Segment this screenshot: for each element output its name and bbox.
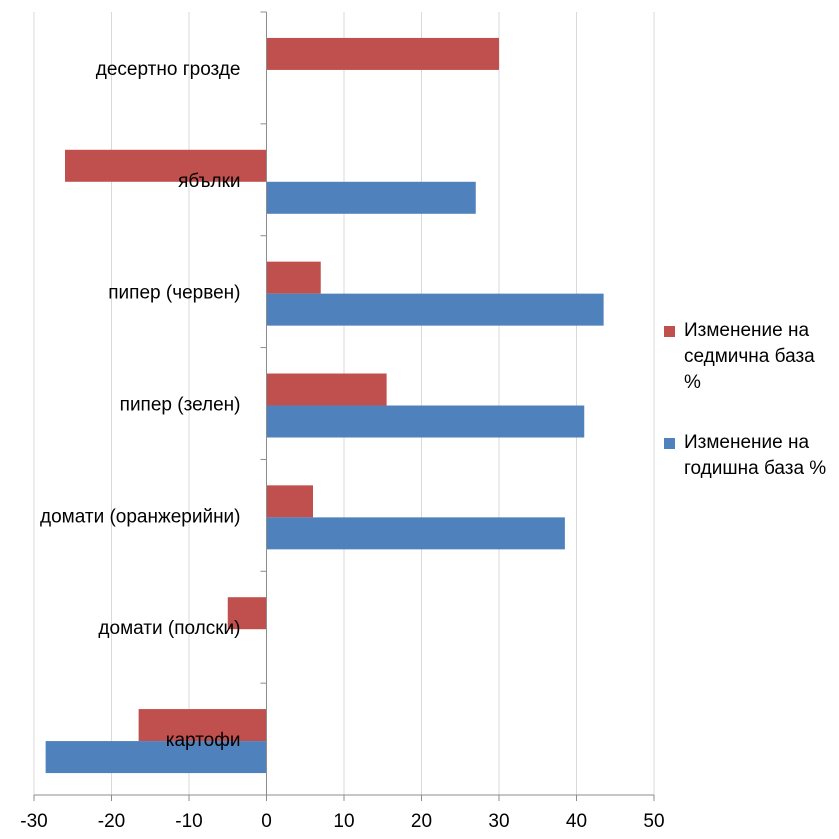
x-tick-label: -30 xyxy=(20,811,47,832)
x-tick-label: 40 xyxy=(566,811,587,832)
x-tick-label: 50 xyxy=(643,811,664,832)
bar-weekly xyxy=(65,149,267,182)
legend-swatch-annual xyxy=(664,438,675,449)
bar-annual xyxy=(266,181,476,214)
bar-weekly xyxy=(266,485,313,518)
bar-weekly xyxy=(138,709,267,742)
bar-weekly xyxy=(266,261,321,294)
category-label: пипер (червен) xyxy=(108,283,240,304)
x-tick-label: -10 xyxy=(175,811,202,832)
legend-label-annual: Изменение на годишна база % xyxy=(684,432,827,479)
bar-annual xyxy=(45,741,267,774)
x-tick-label: 30 xyxy=(488,811,509,832)
x-tick-label: -20 xyxy=(98,811,125,832)
category-label: пипер (зелен) xyxy=(120,395,241,416)
legend-swatch-weekly xyxy=(664,326,675,337)
x-tick-label: 10 xyxy=(333,811,354,832)
category-label: картофи xyxy=(166,730,241,751)
bars xyxy=(45,37,604,774)
legend-item-annual: Изменение на годишна база % xyxy=(664,430,834,482)
axes xyxy=(33,11,655,801)
category-label: домати (полски) xyxy=(98,618,240,639)
x-tick-label: 0 xyxy=(261,811,272,832)
category-label: домати (оранжерийни) xyxy=(40,506,240,527)
x-tick-label: 20 xyxy=(411,811,432,832)
category-label: десертно грозде xyxy=(96,59,241,80)
legend-item-weekly: Изменение на седмична база % xyxy=(664,318,834,396)
bar-weekly xyxy=(227,597,267,630)
category-labels: десертно грозде ябълки пипер (червен) пипер… xyxy=(40,59,240,751)
x-tick-labels: -30 -20 -10 0 10 20 30 40 50 xyxy=(20,811,664,832)
bar-annual xyxy=(266,517,565,550)
grid-lines xyxy=(33,12,655,795)
bar-weekly xyxy=(266,37,499,70)
bar-annual xyxy=(266,293,604,326)
bar-annual xyxy=(266,405,585,438)
legend-label-weekly: Изменение на седмична база % xyxy=(684,320,815,393)
category-label: ябълки xyxy=(178,171,240,192)
bar-weekly xyxy=(266,373,387,406)
legend: Изменение на седмична база % Изменение н… xyxy=(664,318,834,516)
